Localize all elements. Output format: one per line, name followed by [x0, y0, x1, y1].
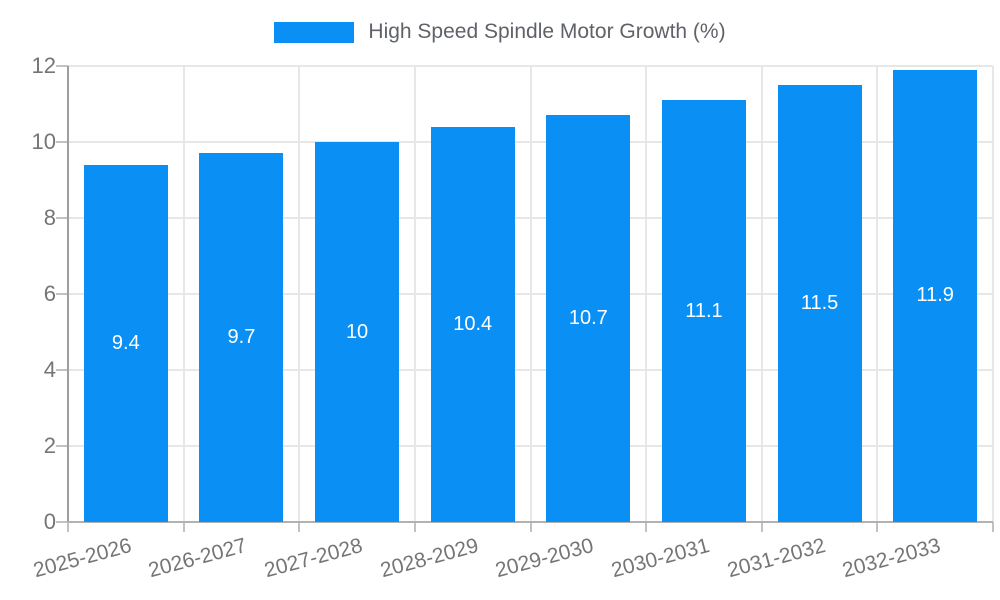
bar: 11.9: [893, 69, 978, 522]
y-axis-tick-mark: [56, 369, 68, 371]
y-axis-tick-mark: [56, 521, 68, 523]
x-axis-tick-mark: [645, 522, 648, 532]
y-axis-tick-label: 2: [43, 433, 56, 458]
bar: 10: [315, 142, 400, 522]
bar-value-label: 10.7: [568, 307, 608, 330]
x-axis-line: [68, 521, 993, 523]
chart-legend: High Speed Spindle Motor Growth (%): [0, 20, 1000, 44]
y-axis-tick-label: 0: [43, 509, 56, 534]
bar-value-label: 9.4: [111, 331, 140, 354]
y-axis-tick-label: 4: [43, 357, 56, 382]
x-axis-tick-label: 2028-2029: [377, 534, 481, 583]
y-axis-tick-mark: [56, 445, 68, 447]
bar: 9.4: [83, 164, 168, 522]
bar: 10.4: [430, 126, 515, 522]
x-axis-tick-label: 2031-2032: [724, 534, 828, 583]
y-axis-tick-mark: [56, 65, 68, 67]
x-axis-tick-mark: [760, 522, 763, 532]
vertical-gridline: [529, 66, 532, 522]
bar-value-label: 10.4: [453, 312, 493, 335]
x-axis-tick-label: 2029-2030: [493, 534, 597, 583]
vertical-gridline: [876, 66, 879, 522]
x-axis-tick-mark: [182, 522, 185, 532]
bar-value-label: 9.7: [227, 326, 256, 349]
vertical-gridline: [645, 66, 648, 522]
x-axis-tick-mark: [529, 522, 532, 532]
bar-value-label: 11.9: [916, 284, 954, 307]
legend-color-swatch: [274, 21, 355, 43]
y-axis-tick-label: 12: [31, 53, 56, 78]
vertical-gridline: [992, 66, 994, 522]
vertical-gridline: [413, 66, 416, 522]
x-axis-tick-mark: [298, 522, 301, 532]
x-axis-tick-label: 2027-2028: [262, 534, 366, 583]
bar: 9.7: [199, 153, 284, 522]
vertical-gridline: [298, 66, 301, 522]
x-axis-tick-label: 2030-2031: [608, 534, 712, 583]
x-axis-tick-label: 2025-2026: [30, 534, 134, 583]
bar-value-label: 10: [345, 320, 369, 343]
bar: 11.5: [777, 85, 862, 522]
x-axis-tick-label: 2032-2033: [840, 534, 944, 583]
legend-series-label: High Speed Spindle Motor Growth (%): [368, 20, 726, 43]
y-axis-tick-mark: [56, 293, 68, 295]
bar: 10.7: [546, 115, 631, 522]
x-axis-tick-mark: [992, 522, 994, 532]
x-axis-tick-mark: [876, 522, 879, 532]
vertical-gridline: [182, 66, 185, 522]
x-axis-tick-mark: [67, 522, 69, 532]
y-axis-tick-mark: [56, 141, 68, 143]
bar: 11.1: [661, 100, 746, 522]
vertical-gridline: [760, 66, 763, 522]
bar-value-label: 11.1: [685, 299, 723, 322]
x-axis-tick-label: 2026-2027: [146, 534, 250, 583]
y-axis-tick-mark: [56, 217, 68, 219]
y-axis-tick-label: 8: [43, 205, 56, 230]
x-axis-tick-mark: [413, 522, 416, 532]
bar-value-label: 11.5: [800, 292, 839, 314]
y-axis-tick-label: 10: [31, 129, 56, 154]
y-axis-tick-label: 6: [43, 281, 56, 306]
y-axis-line: [67, 66, 69, 522]
